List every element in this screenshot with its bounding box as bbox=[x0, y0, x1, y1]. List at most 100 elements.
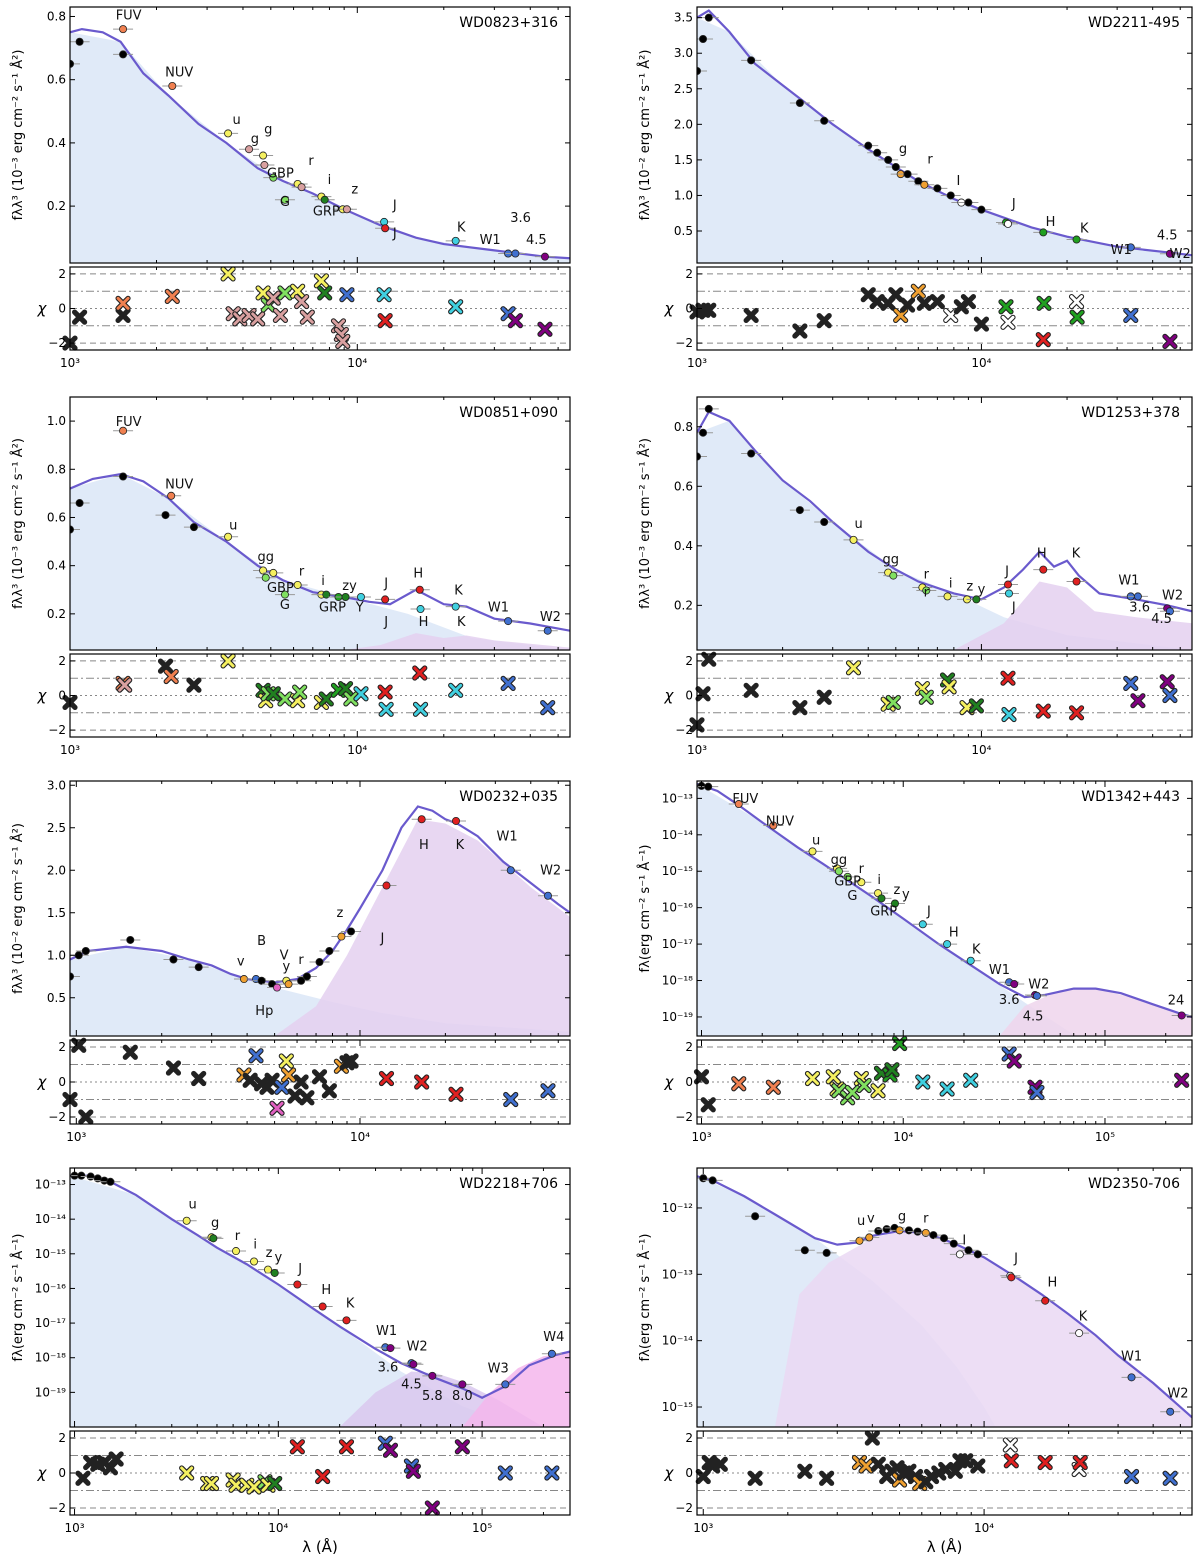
residual-marker bbox=[870, 1083, 886, 1099]
photometry-point bbox=[106, 1177, 115, 1186]
main-frame bbox=[69, 396, 571, 651]
photometry-point bbox=[704, 404, 713, 413]
filter-label: I bbox=[956, 174, 960, 189]
y-tick-label: 10⁻¹⁴ bbox=[662, 828, 693, 842]
residual-fill bbox=[1070, 295, 1084, 309]
residual-axis-label: χ bbox=[664, 687, 675, 705]
photometry-point bbox=[843, 872, 852, 881]
residual-fill bbox=[290, 1440, 304, 1454]
filter-label: W3 bbox=[488, 1361, 509, 1376]
residual-outline bbox=[970, 1458, 986, 1474]
residual-fill bbox=[378, 685, 392, 699]
residual-fill bbox=[541, 701, 555, 715]
residual-marker bbox=[503, 1091, 519, 1108]
filter-label: J bbox=[1011, 600, 1016, 615]
residual-marker bbox=[973, 316, 990, 332]
residual-marker bbox=[700, 1097, 716, 1113]
residual-marker bbox=[424, 1500, 440, 1516]
residual-outline bbox=[712, 1456, 728, 1472]
residual-outline bbox=[947, 1463, 963, 1479]
residual-fill bbox=[164, 669, 178, 683]
residual-marker bbox=[220, 653, 236, 669]
residual-marker bbox=[315, 1468, 331, 1485]
residual-fill bbox=[319, 692, 333, 706]
residual-fill bbox=[732, 1077, 746, 1091]
residual-fill bbox=[291, 284, 305, 298]
photometry-point bbox=[918, 920, 927, 929]
residual-marker bbox=[1069, 309, 1085, 325]
residual-marker bbox=[294, 293, 310, 310]
residual-marker bbox=[1130, 693, 1146, 709]
residual-marker bbox=[72, 309, 88, 325]
residual-marker bbox=[165, 1060, 182, 1076]
residual-fill bbox=[116, 296, 130, 310]
residual-marker bbox=[376, 287, 392, 303]
residual-outline bbox=[75, 1470, 91, 1486]
photometry-point bbox=[800, 1246, 809, 1255]
photometry-point bbox=[904, 1226, 913, 1235]
panel-title: WD0232+035 bbox=[459, 789, 558, 805]
residual-fill bbox=[316, 1470, 330, 1483]
photometry-point bbox=[955, 1250, 964, 1259]
filter-label: W4 bbox=[543, 1330, 564, 1345]
model-component-0 bbox=[70, 474, 570, 650]
residual-tick-label: −2 bbox=[675, 336, 693, 350]
residual-fill bbox=[845, 1086, 859, 1099]
photometry-point bbox=[347, 927, 356, 936]
residual-marker bbox=[537, 321, 553, 337]
residual-marker bbox=[701, 302, 717, 318]
filter-label: 4.5 bbox=[1151, 612, 1172, 627]
filter-label: B bbox=[257, 934, 266, 949]
residual-marker bbox=[203, 1475, 220, 1492]
residual-fill bbox=[1070, 310, 1084, 324]
residual-fill bbox=[354, 687, 368, 701]
residual-fill bbox=[1160, 675, 1174, 689]
residual-fill bbox=[339, 682, 353, 696]
photometry-point bbox=[381, 224, 390, 233]
residual-marker bbox=[250, 311, 266, 327]
model-component-0 bbox=[70, 946, 570, 1036]
filter-label: i bbox=[877, 873, 881, 888]
y-tick-label: 0.2 bbox=[674, 598, 693, 612]
residual-tick-label: 0 bbox=[685, 689, 693, 703]
residual-fill bbox=[415, 1075, 429, 1089]
residual-fill bbox=[318, 286, 332, 300]
plot-area bbox=[70, 25, 570, 263]
photometry-point bbox=[913, 1227, 922, 1236]
y-tick-label: 10⁻¹⁴ bbox=[662, 1334, 693, 1348]
residual-marker bbox=[280, 1067, 297, 1083]
residual-marker bbox=[960, 293, 977, 310]
residual-outline bbox=[816, 689, 832, 705]
filter-label: W1 bbox=[376, 1324, 397, 1339]
filter-label: v bbox=[237, 954, 245, 969]
photometry-point bbox=[855, 1236, 864, 1245]
residual-fill bbox=[508, 314, 522, 328]
residual-axis-label: χ bbox=[664, 1073, 675, 1091]
filter-label: G bbox=[280, 195, 290, 210]
residual-fill bbox=[413, 666, 427, 680]
filter-label: r bbox=[299, 564, 305, 579]
residual-fill bbox=[969, 699, 983, 713]
residual-fill bbox=[425, 1501, 439, 1515]
photometry-point bbox=[795, 506, 804, 515]
residual-fill bbox=[336, 334, 350, 348]
residual-marker bbox=[157, 658, 174, 674]
residual-marker bbox=[412, 701, 429, 717]
photometry-point bbox=[224, 532, 233, 541]
photometry-point bbox=[356, 592, 365, 601]
residual-marker bbox=[382, 1442, 399, 1458]
filter-label: GBP bbox=[267, 581, 294, 596]
x-tick-label: 10³ bbox=[687, 743, 707, 757]
model-component-1 bbox=[774, 1230, 1192, 1427]
residual-marker bbox=[267, 1475, 283, 1492]
photometry-point bbox=[417, 815, 426, 824]
residual-outline bbox=[747, 1470, 763, 1486]
residual-panel: −2 0 2 χ bbox=[664, 1430, 1193, 1516]
x-axis-label: λ (Å) bbox=[927, 1537, 963, 1556]
residual-panel: −2 0 2 χ bbox=[37, 266, 571, 351]
photometry-point bbox=[857, 878, 866, 887]
residual-marker bbox=[1123, 307, 1139, 324]
residual-outline bbox=[864, 1430, 880, 1446]
filter-label: FUV bbox=[732, 792, 758, 807]
residual-fill bbox=[270, 1101, 284, 1115]
